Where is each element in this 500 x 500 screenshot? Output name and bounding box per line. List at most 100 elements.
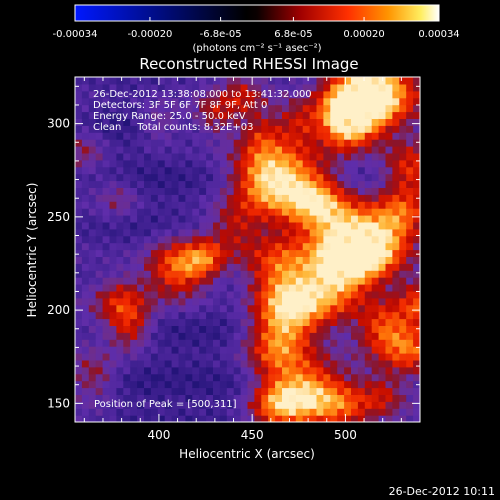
heatmap-cell [364, 394, 373, 402]
heatmap-cell [406, 118, 414, 126]
heatmap-cell [144, 235, 152, 244]
heatmap-cell [378, 346, 387, 354]
heatmap-cell [150, 146, 159, 154]
heatmap-cell [178, 325, 186, 333]
heatmap-cell [226, 111, 235, 119]
heatmap-cell [157, 249, 166, 257]
heatmap-cell [378, 111, 387, 119]
heatmap-cell [413, 235, 420, 244]
heatmap-cell [399, 249, 407, 257]
heatmap-cell [240, 221, 249, 230]
heatmap-cell [137, 408, 145, 416]
heatmap-cell [330, 401, 338, 409]
heatmap-cell [130, 83, 138, 92]
heatmap-cell [247, 208, 255, 216]
heatmap-cell [295, 111, 304, 119]
heatmap-cell [295, 284, 304, 292]
heatmap-cell [275, 132, 283, 140]
heatmap-cell [219, 380, 228, 389]
heatmap-cell [185, 311, 193, 320]
heatmap-cell [399, 284, 407, 292]
heatmap-cell [302, 332, 311, 340]
heatmap-cell [337, 235, 345, 244]
heatmap-cell [351, 173, 359, 182]
heatmap-cell [309, 77, 318, 85]
heatmap-cell [420, 181, 428, 189]
heatmap-cell [178, 256, 186, 264]
heatmap-cell [81, 394, 90, 402]
heatmap-cell [164, 111, 173, 119]
heatmap-cell [233, 290, 242, 299]
heatmap-cell [351, 353, 359, 361]
heatmap-cell [254, 235, 262, 244]
heatmap-cell [392, 180, 400, 188]
heatmap-cell [213, 290, 221, 299]
heatmap-cell [109, 325, 117, 333]
heatmap-cell [282, 228, 290, 237]
heatmap-cell [226, 152, 235, 161]
heatmap-cell [254, 208, 262, 216]
heatmap-cell [288, 146, 297, 154]
heatmap-cell [219, 256, 228, 264]
heatmap-cell [385, 77, 393, 78]
heatmap-cell [226, 215, 235, 223]
heatmap-cell [233, 339, 242, 347]
heatmap-cell [316, 373, 324, 382]
heatmap-cell [123, 249, 131, 257]
heatmap-cell [364, 263, 373, 271]
heatmap-cell [75, 332, 83, 340]
heatmap-cell [364, 77, 373, 78]
heatmap-cell [357, 387, 366, 395]
heatmap-cell [81, 201, 90, 209]
heatmap-cell [330, 256, 338, 264]
heatmap-cell [226, 339, 235, 347]
heatmap-cell [185, 297, 193, 306]
heatmap-cell [123, 408, 131, 416]
heatmap-cell [357, 380, 366, 389]
heatmap-cell [137, 146, 145, 154]
heatmap-cell [261, 332, 269, 340]
heatmap-cell [137, 249, 145, 257]
heatmap-cell [150, 256, 159, 264]
annotation-energy-range: Energy Range: 25.0 - 50.0 keV [93, 111, 246, 122]
heatmap-cell [261, 408, 269, 416]
heatmap-cell [233, 297, 242, 306]
heatmap-cell [171, 159, 180, 168]
heatmap-cell [406, 201, 414, 209]
heatmap-cell [206, 270, 214, 278]
heatmap-cell [357, 373, 366, 382]
heatmap-cell [157, 215, 166, 223]
heatmap-cell [109, 297, 117, 306]
heatmap-cell [357, 318, 366, 326]
heatmap-cell [102, 83, 111, 92]
heatmap-cell [337, 346, 345, 354]
heatmap-cell [268, 152, 276, 161]
heatmap-cell [309, 90, 318, 99]
heatmap-cell [309, 221, 318, 230]
heatmap-cell [309, 104, 318, 113]
heatmap-cell [95, 366, 104, 375]
heatmap-cell [130, 332, 138, 340]
heatmap-cell [157, 132, 166, 140]
heatmap-cell [123, 332, 131, 340]
heatmap-cell [268, 180, 276, 188]
heatmap-cell [199, 353, 207, 361]
heatmap-cell [337, 118, 345, 126]
heatmap-cell [330, 77, 338, 85]
heatmap-cell [344, 401, 352, 409]
heatmap-cell [157, 290, 166, 299]
heatmap-cell [157, 166, 166, 175]
heatmap-cell [302, 256, 311, 264]
heatmap-cell [150, 366, 159, 375]
heatmap-cell [282, 180, 290, 188]
heatmap-cell [330, 187, 338, 195]
heatmap-cell [192, 242, 200, 251]
heatmap-cell [206, 146, 214, 154]
heatmap-cell [247, 166, 255, 175]
heatmap-cell [233, 166, 242, 175]
heatmap-cell [261, 139, 269, 147]
heatmap-cell [150, 111, 159, 119]
heatmap-cell [192, 297, 200, 306]
heatmap-cell [316, 201, 324, 209]
heatmap-cell [247, 111, 255, 119]
